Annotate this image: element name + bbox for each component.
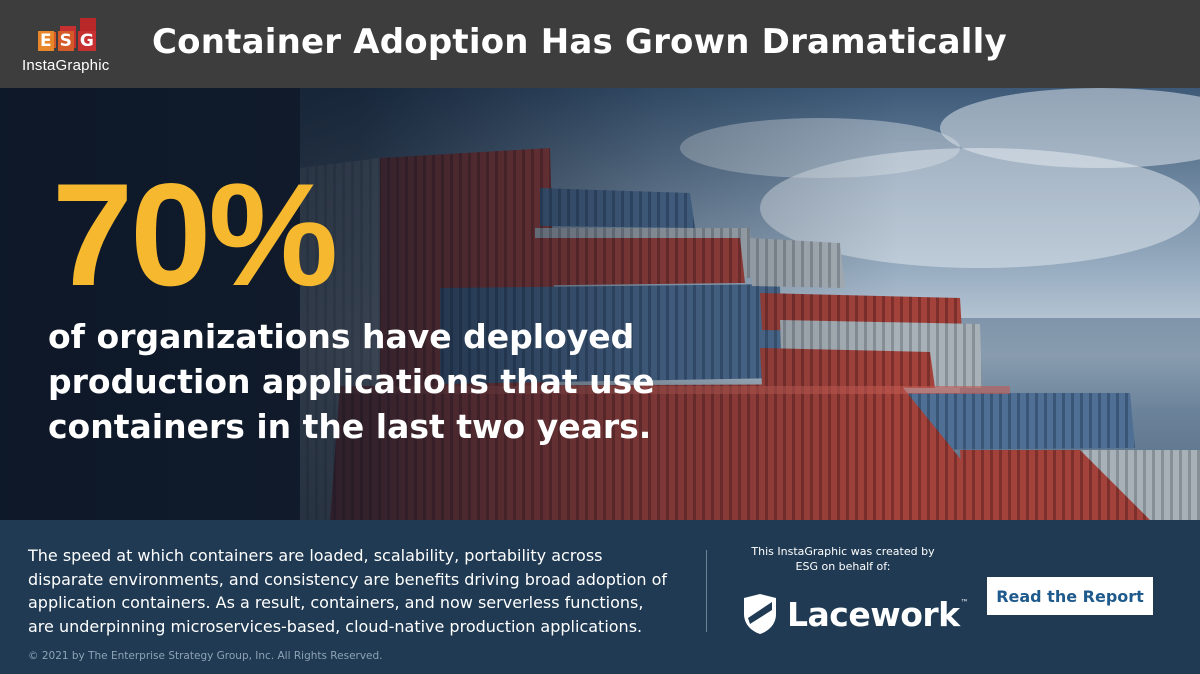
esg-logo: E S G InstaGraphic <box>22 14 122 80</box>
sponsor-name: Lacework <box>787 594 960 634</box>
hero-section: 70% of organizations have deployed produ… <box>0 88 1200 520</box>
lacework-shield-icon <box>744 594 776 634</box>
sponsor-credit: This InstaGraphic was created by ESG on … <box>751 545 935 573</box>
copyright-text: © 2021 by The Enterprise Strategy Group,… <box>28 650 383 662</box>
lacework-logo: Lacework ™ <box>742 592 969 636</box>
sponsor-trademark: ™ <box>960 598 969 607</box>
hero-overlay <box>0 88 1200 520</box>
page-title: Container Adoption Has Grown Dramaticall… <box>152 22 1007 62</box>
logo-letter-g: G <box>77 31 96 51</box>
read-report-button[interactable]: Read the Report <box>987 577 1153 615</box>
header-bar: E S G InstaGraphic Container Adoption Ha… <box>0 0 1200 88</box>
logo-letter-e: E <box>38 31 54 51</box>
hero-stat: 70% <box>52 153 338 316</box>
footer-section: The speed at which containers are loaded… <box>0 520 1200 674</box>
hero-stat-description: of organizations have deployed productio… <box>48 317 655 446</box>
footer-body-text: The speed at which containers are loaded… <box>28 546 668 636</box>
logo-letter-s: S <box>57 31 74 51</box>
footer-divider <box>706 550 707 632</box>
logo-letters: E S G <box>38 31 96 51</box>
logo-subtitle: InstaGraphic <box>22 57 110 74</box>
